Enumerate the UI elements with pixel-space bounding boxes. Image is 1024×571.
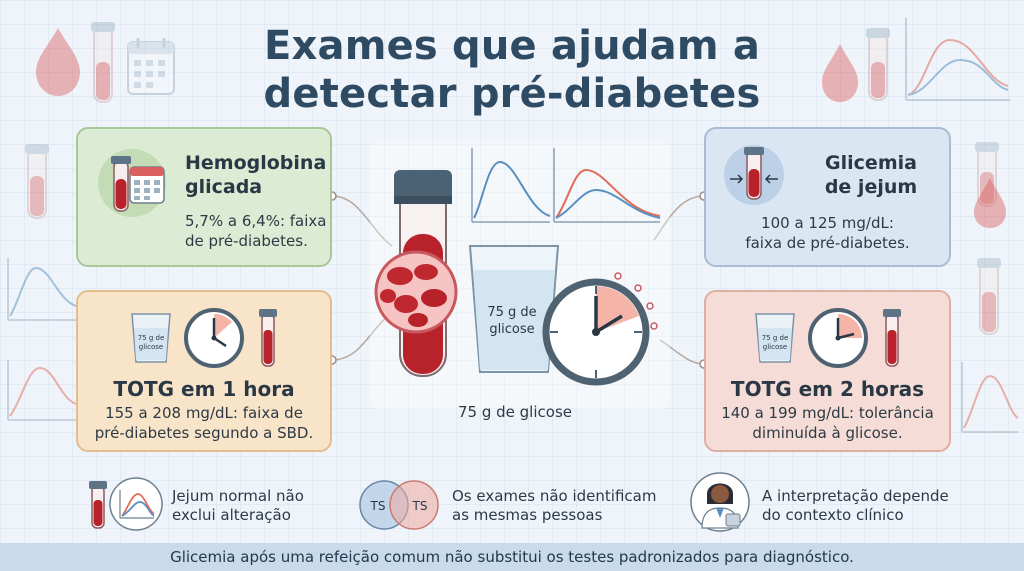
blood-drop-icon <box>36 28 80 96</box>
clock-icon <box>184 308 244 368</box>
svg-text:75 g de: 75 g de <box>487 305 536 320</box>
card-description: 155 a 208 mg/dL: faixa de pré-diabetes s… <box>78 403 330 443</box>
card-description: 5,7% a 6,4%: faixa de pré-diabetes. <box>185 211 326 251</box>
card-title: TOTG em 1 hora <box>113 377 295 401</box>
note-interpretacao: A interpretação depende do contexto clín… <box>762 487 949 525</box>
footer-banner: Glicemia após uma refeição comum não sub… <box>0 543 1024 571</box>
note-line: Os exames não identificam <box>452 487 657 505</box>
blood-drop-icon <box>822 44 858 102</box>
glucose-cup-icon: 75 g de glicose <box>131 313 171 363</box>
glucose-curve-decoration-icon <box>905 18 1010 101</box>
tube-calendar-icon <box>98 149 166 217</box>
test-tube-icon <box>975 142 999 207</box>
calendar-icon <box>127 38 175 95</box>
svg-text:glicose: glicose <box>139 343 163 351</box>
card-description: 100 a 125 mg/dL: faixa de pré-diabetes. <box>706 213 949 253</box>
glucose-curve-decoration-icon <box>961 362 1019 433</box>
svg-text:75 g de: 75 g de <box>762 334 789 342</box>
card-text-line: diminuída à glicose. <box>752 424 903 442</box>
note-exames-diferentes: Os exames não identificam as mesmas pess… <box>452 487 656 525</box>
center-illustration: 75 g de glicose <box>370 140 670 410</box>
test-tube-icon <box>25 144 49 219</box>
card-hemoglobina-glicada: Hemoglobina glicada 5,7% a 6,4%: faixa d… <box>76 127 332 267</box>
card-text-line: 140 a 199 mg/dL: tolerância <box>721 404 934 422</box>
test-tube-icon <box>259 309 277 367</box>
card-totg-2-horas: 75 g de glicose TOTG em 2 horas 140 a 19… <box>704 290 951 452</box>
test-tube-icon <box>977 258 1001 335</box>
blood-cells-icon <box>374 250 458 334</box>
blood-drop-icon <box>974 178 1006 228</box>
card-text-line: 100 a 125 mg/dL: <box>761 214 894 232</box>
card-text-line: de pré-diabetes. <box>185 232 308 250</box>
clock-icon <box>542 272 658 386</box>
note-line: as mesmas pessoas <box>452 506 603 524</box>
test-tube-icon <box>91 22 115 103</box>
note-line: exclui alteração <box>172 506 291 524</box>
venn-left-label: TS <box>370 499 386 513</box>
note-jejum-normal: Jejum normal não exclui alteração <box>172 487 304 525</box>
page-title: Exames que ajudam a detectar pré-diabete… <box>0 22 1024 118</box>
svg-text:glicose: glicose <box>489 322 534 337</box>
card-description: 140 a 199 mg/dL: tolerância diminuída à … <box>706 403 949 443</box>
svg-text:75 g de: 75 g de <box>138 334 165 342</box>
tube-curve-icon <box>89 477 163 531</box>
card-glicemia-jejum: Glicemia de jejum 100 a 125 mg/dL: faixa… <box>704 127 951 267</box>
venn-right-label: TS <box>412 499 428 513</box>
cup-clock-tube-icons: 75 g de glicose <box>131 308 277 368</box>
svg-text:glicose: glicose <box>763 343 787 351</box>
cup-clock-tube-icons: 75 g de glicose <box>755 308 901 368</box>
test-tube-icon <box>883 309 901 367</box>
card-text-line: pré-diabetes segundo a SBD. <box>94 424 314 442</box>
card-text-line: 155 a 208 mg/dL: faixa de <box>105 404 303 422</box>
card-totg-1-hora: 75 g de glicose TOTG em 1 hora 155 a 208… <box>76 290 332 452</box>
venn-diagram-icon: TS TS <box>359 480 439 530</box>
glucose-cup-icon: 75 g de glicose <box>468 245 560 373</box>
title-line-2: detectar pré-diabetes <box>263 71 761 117</box>
doctor-icon <box>690 472 750 532</box>
card-title-line: glicada <box>185 176 263 198</box>
card-title-line: de jejum <box>824 176 918 198</box>
card-title: Glicemia de jejum <box>796 151 946 199</box>
card-title-line: Hemoglobina <box>185 152 327 174</box>
card-text-line: 5,7% a 6,4%: faixa <box>185 212 327 230</box>
test-tube-icon <box>724 145 784 205</box>
title-line-1: Exames que ajudam a <box>263 23 761 69</box>
note-line: A interpretação depende <box>762 487 949 505</box>
note-line: Jejum normal não <box>172 487 304 505</box>
glucose-cup-icon: 75 g de glicose <box>755 313 795 363</box>
note-line: do contexto clínico <box>762 506 904 524</box>
glucose-curve-decoration-icon <box>7 360 77 421</box>
card-text-line: faixa de pré-diabetes. <box>745 234 910 252</box>
card-title-line: Glicemia <box>825 152 917 174</box>
center-caption: 75 g de glicose <box>458 403 572 421</box>
card-title: Hemoglobina glicada <box>185 151 326 199</box>
test-tube-icon <box>866 28 890 101</box>
card-title: TOTG em 2 horas <box>730 377 925 401</box>
glucose-curve-decoration-icon <box>7 258 77 321</box>
glucose-curve-icon <box>471 148 661 223</box>
clock-icon <box>808 308 868 368</box>
